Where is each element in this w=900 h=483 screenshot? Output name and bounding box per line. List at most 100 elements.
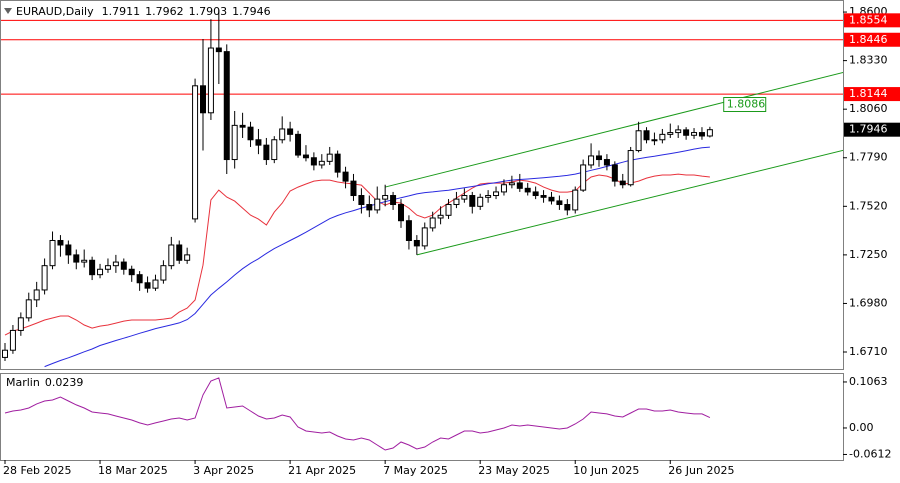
candle-body: [469, 195, 476, 207]
candle-body: [104, 265, 111, 270]
channel-label: 1.8086: [727, 98, 766, 111]
candle-body: [41, 265, 48, 291]
main-panel: [0, 0, 844, 370]
candle-body: [287, 128, 294, 135]
candle-body: [500, 184, 507, 193]
candle-body: [326, 153, 333, 162]
candle-body: [635, 130, 642, 152]
candle-body: [516, 182, 523, 189]
candle-body: [192, 85, 199, 220]
indicator-plot: [4, 377, 711, 451]
candle-body: [136, 274, 143, 284]
candle-body: [437, 214, 444, 219]
candle-body: [318, 160, 325, 166]
x-tick-label: 28 Feb 2025: [3, 464, 71, 477]
y-tick-label: 1.7790: [849, 151, 888, 164]
candle-body: [342, 171, 349, 182]
channel-line: [385, 71, 843, 188]
x-tick-label: 10 Jun 2025: [573, 464, 639, 477]
candle-body: [374, 198, 381, 211]
candle-body: [239, 124, 246, 128]
candle-body: [350, 180, 357, 197]
chart-header: EURAUD,Daily 1.7911 1.7962 1.7903 1.7946: [16, 5, 271, 18]
candle-body: [271, 139, 278, 161]
indicator-name: Marlin: [6, 376, 40, 389]
candle-body: [152, 279, 159, 289]
candle-body: [524, 187, 531, 193]
header-close: 1.7946: [232, 5, 271, 18]
candle-body: [675, 129, 682, 134]
channel-line: [416, 149, 843, 256]
candle-body: [413, 239, 420, 247]
candle-body: [17, 317, 24, 331]
candle-body: [184, 254, 191, 261]
candle-body: [627, 150, 634, 186]
candle-body: [295, 133, 302, 156]
candle-body: [2, 349, 8, 358]
candle-body: [588, 155, 595, 166]
indicator-tick-label: 0.00: [849, 421, 874, 434]
level-label-box: [844, 13, 900, 28]
y-tick-label: 1.6980: [849, 296, 888, 309]
candle-body: [223, 51, 230, 161]
candle-body: [112, 261, 119, 267]
y-tick-label: 1.8330: [849, 54, 888, 67]
candle-body: [89, 259, 96, 276]
candle-body: [556, 200, 563, 206]
candle-body: [596, 155, 602, 161]
candle-body: [706, 129, 713, 137]
candle-body: [97, 268, 104, 276]
candle-body: [231, 124, 238, 161]
indicator-panel: [0, 373, 844, 461]
candle-body: [255, 139, 262, 146]
x-tick-label: 21 Apr 2025: [288, 464, 356, 477]
price-label: 1.7946: [849, 123, 888, 136]
candle-body: [73, 254, 80, 263]
candle-body: [651, 139, 658, 142]
candle-body: [485, 195, 492, 198]
main-plot: 1.8086: [1, 10, 843, 368]
candle-body: [421, 227, 428, 247]
candle-body: [33, 289, 40, 301]
candle-body: [128, 268, 135, 276]
y-tick-label: 1.8060: [849, 102, 888, 115]
candle-body: [176, 244, 183, 261]
candle-body: [160, 265, 167, 281]
candle-body: [453, 198, 460, 206]
candle-body: [334, 153, 341, 173]
candle-body: [49, 239, 56, 267]
level-label: 1.8446: [849, 33, 888, 46]
candle-body: [477, 196, 484, 207]
candle-body: [263, 144, 270, 161]
indicator-header: Marlin 0.0239: [6, 376, 83, 389]
y-tick-label: 1.7250: [849, 248, 888, 261]
candle-body: [120, 261, 127, 270]
axes: 1.86001.83301.80601.77901.75201.72501.69…: [3, 5, 900, 477]
level-label-box: [844, 32, 900, 47]
candle-body: [247, 126, 254, 141]
x-tick-label: 23 May 2025: [478, 464, 550, 477]
candle-body: [643, 130, 650, 141]
x-tick-label: 3 Apr 2025: [193, 464, 254, 477]
x-tick-label: 7 May 2025: [383, 464, 448, 477]
candle-body: [667, 132, 674, 135]
header-open: 1.7911: [102, 5, 141, 18]
candle-body: [405, 220, 412, 241]
level-label-box: [844, 87, 900, 102]
candle-body: [366, 204, 373, 211]
indicator-line: [4, 377, 711, 451]
indicator-tick-label: -0.0612: [849, 447, 891, 460]
header-low: 1.7903: [189, 5, 228, 18]
candle-body: [548, 196, 555, 202]
candle-body: [619, 180, 626, 186]
candle-body: [65, 244, 72, 256]
candle-body: [532, 191, 539, 197]
candle-body: [215, 47, 222, 53]
candle-body: [698, 132, 705, 137]
candle-body: [691, 132, 698, 136]
channel-label-box: [723, 97, 767, 113]
candle-body: [207, 47, 214, 114]
candle-body: [310, 157, 317, 166]
